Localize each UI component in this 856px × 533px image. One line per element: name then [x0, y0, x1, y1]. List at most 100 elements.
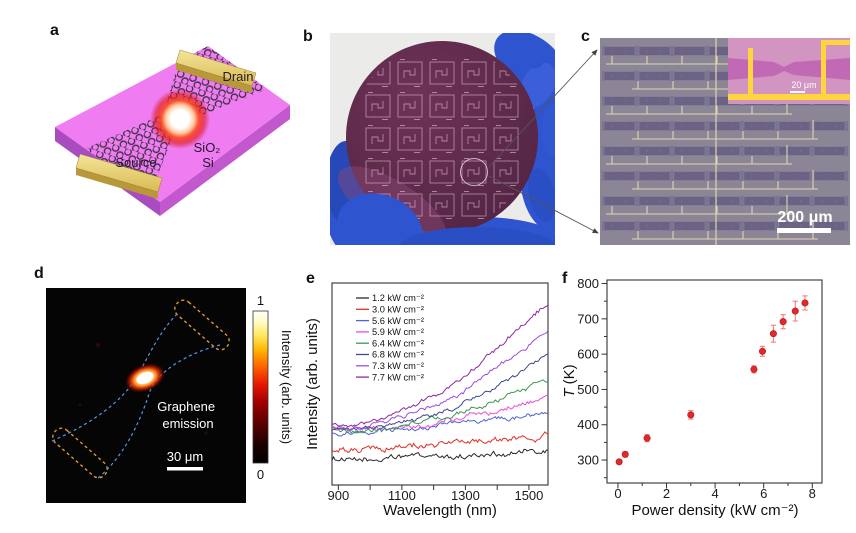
x-tick-label: 6 — [760, 486, 767, 501]
x-tick-label: 2 — [663, 486, 670, 501]
spectra-curves — [332, 304, 548, 463]
electrode-trace — [632, 120, 818, 140]
device-array-rows — [602, 45, 848, 240]
wafer-chip — [429, 158, 455, 186]
colorbar-max: 1 — [257, 293, 264, 308]
wafer-chip — [429, 59, 455, 87]
legend-label: 7.3 kW cm⁻² — [372, 361, 424, 371]
faint-noise-dots — [78, 343, 208, 435]
panel-label-f: f — [562, 270, 568, 287]
panel-f-temperature-chart: 0 2 4 6 8 300 400 500 600 700 800 Power density (k… — [561, 276, 823, 519]
wafer-chip — [429, 92, 455, 120]
wafer-chip — [397, 92, 423, 120]
data-points — [615, 295, 809, 466]
x-axis-title: Wavelength (nm) — [383, 502, 497, 519]
spectrum-line — [332, 379, 548, 434]
panel-label-d: d — [34, 265, 44, 282]
y-tick-label: 800 — [577, 276, 599, 291]
legend-label: 6.8 kW cm⁻² — [372, 350, 424, 360]
scale-bar — [777, 228, 831, 233]
inset-scale-bar-label: 20 μm — [791, 80, 816, 90]
spectrum-line — [332, 411, 548, 437]
y-tick-label: 700 — [577, 311, 599, 326]
legend-label: 5.6 kW cm⁻² — [372, 316, 424, 326]
axes: 0 2 4 6 8 300 400 500 600 700 800 — [577, 276, 816, 501]
wafer-chip — [365, 125, 391, 153]
x-tick-label: 1300 — [451, 488, 480, 503]
wafer-chip — [429, 125, 455, 153]
plot-frame — [331, 282, 549, 486]
data-point — [791, 307, 799, 315]
electrode-trace — [606, 145, 792, 165]
emission-scale-bar — [167, 467, 203, 471]
spectrum-line — [332, 448, 548, 463]
colorbar: 1 0 Intensity (arb. units) — [252, 293, 294, 482]
legend-label: 1.2 kW cm⁻² — [372, 293, 424, 303]
y-axis-title: T (K) — [561, 364, 578, 397]
data-point — [621, 450, 629, 458]
data-point — [750, 365, 758, 373]
electrode-trace — [606, 195, 792, 215]
panel-c-micrograph: 20 μm 200 μm — [600, 38, 850, 245]
electrode-trace — [632, 220, 818, 240]
panel-d-emission-map: Graphene emission 30 μm 1 0 Intensity (a… — [46, 288, 294, 503]
panel-b-wafer-photo — [330, 33, 555, 245]
panel-label-e: e — [306, 270, 315, 287]
y-tick-label: 500 — [577, 382, 599, 397]
colorbar-min: 0 — [257, 467, 264, 482]
panel-label-c: c — [581, 28, 590, 45]
source-electrode — [75, 153, 163, 199]
electrode-trace — [632, 170, 818, 190]
data-point — [758, 347, 766, 355]
legend: 1.2 kW cm⁻² 3.0 kW cm⁻²5.6 kW cm⁻²5.9 kW … — [356, 293, 424, 382]
wafer-chip — [461, 59, 487, 87]
y-axis-title: Intensity (arb. units) — [304, 318, 321, 450]
electrode-outlines — [52, 299, 230, 479]
x-axis-title: Power density (kW cm⁻²) — [631, 502, 798, 519]
x-tick-label: 1500 — [514, 488, 543, 503]
scale-bar-label: 200 μm — [777, 209, 832, 226]
wafer-chip — [365, 92, 391, 120]
data-point — [615, 458, 623, 466]
x-tick-label: 4 — [711, 486, 718, 501]
spectrum-line — [332, 330, 548, 431]
data-point — [687, 411, 695, 419]
legend-label: 6.4 kW cm⁻² — [372, 338, 424, 348]
wafer-chip — [461, 125, 487, 153]
data-point — [643, 434, 651, 442]
legend-label: 5.9 kW cm⁻² — [372, 327, 424, 337]
panel-e-spectra-chart: 900 1100 1300 1500 1.2 kW cm⁻²3.0 kW cm⁻²5.… — [304, 282, 549, 519]
x-tick-label: 0 — [614, 486, 621, 501]
wafer-chip — [397, 125, 423, 153]
emission-scale-bar-label: 30 μm — [167, 449, 203, 464]
y-tick-label: 300 — [577, 453, 599, 468]
x-tick-label: 8 — [809, 486, 816, 501]
y-tick-label: 400 — [577, 417, 599, 432]
electrode-trace — [606, 95, 792, 115]
emission-glow — [150, 89, 210, 149]
micrograph-inset: 20 μm — [728, 38, 850, 104]
legend-label: 7.7 kW cm⁻² — [372, 372, 424, 382]
x-tick-label: 1100 — [388, 488, 416, 503]
graphene-channel — [728, 58, 850, 80]
drain-label: Drain — [222, 69, 253, 84]
legend-label: 3.0 kW cm⁻² — [372, 305, 424, 315]
emission-spot-core — [136, 371, 154, 385]
highlighted-chip-circle — [460, 158, 488, 186]
data-point — [779, 318, 787, 326]
colorbar-title: Intensity (arb. units) — [279, 330, 294, 444]
oxide-label: SiO₂ — [194, 140, 221, 155]
wafer-chip — [461, 158, 487, 186]
inset-electrodes — [728, 40, 850, 100]
panel-label-b: b — [303, 28, 313, 45]
electrode-trace — [606, 45, 792, 65]
drain-electrode — [175, 49, 257, 93]
wafer-chip — [461, 191, 487, 219]
wafer-chip — [461, 92, 487, 120]
x-axis: 900 1100 1300 1500 — [328, 485, 543, 503]
x-tick-label: 900 — [328, 488, 350, 503]
panel-label-a: a — [50, 22, 59, 39]
emission-image — [46, 288, 246, 503]
data-point — [769, 330, 777, 338]
